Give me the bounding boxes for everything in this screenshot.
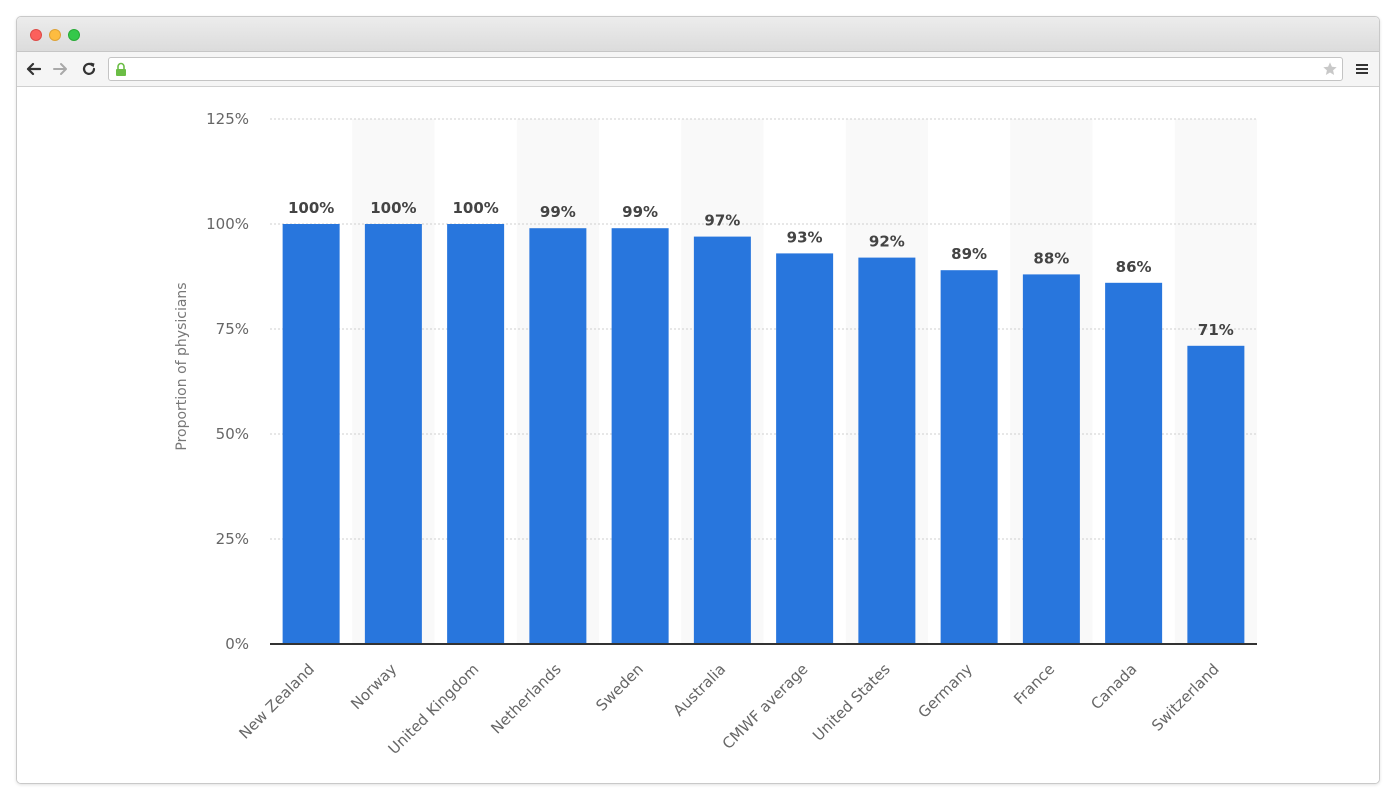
x-tick-label: France (1010, 660, 1058, 708)
lock-icon (115, 62, 127, 81)
bar[interactable] (611, 228, 669, 644)
bars (282, 224, 1245, 644)
bar-value-label: 86% (1116, 258, 1152, 276)
y-axis-ticks: 0% 25% 50% 75% 100% 125% (206, 110, 249, 653)
forward-button[interactable] (50, 58, 72, 80)
arrow-left-icon (26, 62, 41, 76)
x-tick-label: Switzerland (1148, 660, 1223, 735)
bar[interactable] (1022, 274, 1080, 644)
x-tick-label: United Kingdom (385, 660, 483, 758)
bar[interactable] (1105, 282, 1163, 644)
bar-value-label: 99% (540, 203, 576, 221)
bar-value-label: 89% (951, 245, 987, 263)
y-tick-label: 125% (206, 110, 249, 128)
x-tick-label: Germany (914, 660, 976, 722)
y-tick-label: 25% (216, 530, 249, 548)
close-window-button[interactable] (30, 29, 42, 41)
reload-button[interactable] (78, 58, 100, 80)
y-tick-label: 50% (216, 425, 249, 443)
bar[interactable] (529, 228, 587, 644)
browser-toolbar (17, 52, 1379, 87)
bar[interactable] (364, 224, 422, 644)
arrow-right-icon (53, 63, 67, 75)
x-tick-label: Sweden (592, 660, 647, 715)
minimize-window-button[interactable] (49, 29, 61, 41)
x-tick-label: Netherlands (487, 660, 565, 738)
bar-value-label: 100% (370, 199, 416, 217)
bar[interactable] (447, 224, 505, 644)
bar[interactable] (282, 224, 340, 644)
maximize-window-button[interactable] (68, 29, 80, 41)
y-axis-label: Proportion of physicians (174, 282, 190, 450)
bar-value-label: 92% (869, 233, 905, 251)
bar[interactable] (858, 257, 916, 644)
gridlines (270, 118, 1257, 540)
x-tick-label: New Zealand (236, 660, 318, 742)
x-tick-label: Norway (347, 660, 400, 713)
x-tick-label: Canada (1087, 660, 1140, 713)
bar-value-label: 100% (452, 199, 498, 217)
value-labels: 100% 100% 100% 99% 99% 97% 93% 92% 89% 88% 86% 71% (288, 199, 1234, 339)
bar[interactable] (693, 236, 751, 644)
bookmark-star-icon[interactable] (1322, 61, 1338, 81)
bar[interactable] (940, 270, 998, 644)
back-button[interactable] (22, 58, 44, 80)
bar-value-label: 100% (288, 199, 334, 217)
x-tick-label: CMWF average (719, 660, 812, 753)
y-tick-label: 100% (206, 215, 249, 233)
bar[interactable] (776, 253, 834, 644)
bar-chart: 0% 25% 50% 75% 100% 125% 100% 100% 100% 99% 99% 97… (174, 110, 1257, 758)
bar-value-label: 99% (622, 203, 658, 221)
bar-value-label: 88% (1033, 249, 1069, 267)
hamburger-menu-icon (1356, 64, 1368, 74)
title-bar (17, 17, 1379, 52)
y-tick-label: 75% (216, 320, 249, 338)
bar-value-label: 93% (787, 228, 823, 246)
x-tick-label: United States (809, 660, 894, 745)
bar-value-label: 71% (1198, 321, 1234, 339)
bar[interactable] (1187, 345, 1245, 644)
browser-menu-button[interactable] (1352, 59, 1372, 79)
bar-value-label: 97% (704, 212, 740, 230)
address-bar[interactable] (108, 57, 1343, 81)
browser-window: 0% 25% 50% 75% 100% 125% 100% 100% 100% 99% 99% 97… (16, 16, 1380, 784)
page-content: 0% 25% 50% 75% 100% 125% 100% 100% 100% 99% 99% 97… (17, 87, 1379, 783)
x-tick-label: Australia (670, 660, 730, 720)
y-tick-label: 0% (225, 635, 249, 653)
reload-icon (82, 62, 96, 75)
